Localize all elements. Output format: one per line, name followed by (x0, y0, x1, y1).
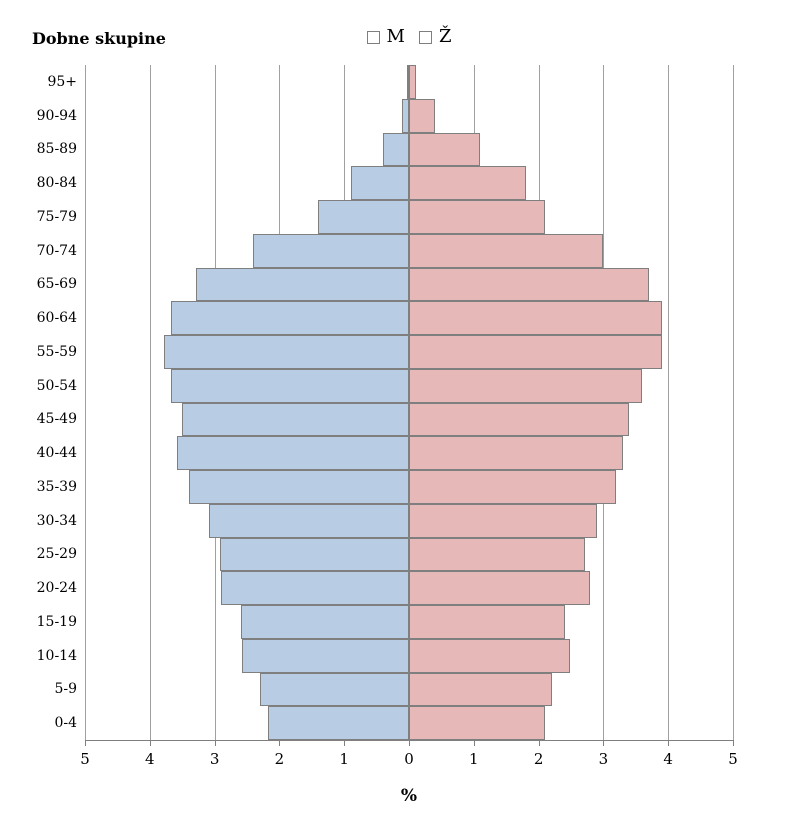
y-axis-label: 90-94 (36, 107, 77, 124)
bar-ž-50-54 (409, 368, 643, 403)
y-axis-label: 45-49 (36, 411, 77, 428)
y-axis-label: 75-79 (36, 208, 77, 225)
x-axis-tick (214, 740, 216, 746)
legend-label-female: Ž (438, 26, 452, 47)
bar-ž-90-94 (409, 98, 435, 133)
bar-ž-5-9 (409, 672, 553, 707)
gridline (149, 65, 151, 740)
bar-m-0-4 (267, 706, 409, 740)
x-axis-tick-label: 5 (80, 750, 90, 768)
bar-m-85-89 (383, 132, 409, 167)
x-axis-tick (603, 740, 605, 746)
x-axis-tick-label: 4 (663, 750, 673, 768)
bar-ž-60-64 (409, 301, 662, 335)
y-axis-label: 80-84 (36, 175, 77, 192)
legend-label-male: M (386, 26, 405, 47)
bar-m-95+ (407, 65, 410, 99)
x-axis-tick (409, 740, 410, 746)
bar-ž-25-29 (409, 537, 585, 572)
gridline (733, 65, 734, 740)
bar-ž-0-4 (409, 706, 546, 740)
legend-item-female: Ž (418, 26, 452, 47)
y-axis-label: 30-34 (36, 512, 77, 529)
bar-m-20-24 (221, 571, 409, 605)
y-axis-label: 70-74 (36, 242, 77, 259)
bar-ž-65-69 (409, 267, 649, 302)
x-axis-tick-label: 3 (598, 750, 609, 768)
x-axis-tick-label: 3 (209, 750, 220, 768)
bar-m-75-79 (318, 200, 409, 234)
bar-ž-20-24 (409, 571, 591, 605)
y-axis-label: 5-9 (54, 681, 77, 698)
x-axis-title: % (400, 786, 418, 806)
x-axis-tick (85, 740, 86, 746)
bar-m-30-34 (209, 503, 409, 538)
bar-ž-95+ (409, 65, 417, 99)
bar-m-40-44 (177, 436, 409, 470)
bar-m-65-69 (196, 267, 409, 302)
y-axis-label: 50-54 (36, 377, 77, 394)
bar-ž-10-14 (409, 638, 571, 673)
legend-swatch-female-icon (418, 30, 432, 44)
x-axis-tick (668, 740, 670, 746)
bar-m-50-54 (170, 368, 409, 403)
bar-ž-55-59 (409, 335, 662, 369)
bar-m-55-59 (164, 335, 409, 369)
legend-swatch-male-icon (366, 30, 380, 44)
x-axis-tick-label: 1 (339, 750, 349, 768)
x-axis-tick (149, 740, 151, 746)
bar-m-90-94 (401, 98, 409, 133)
x-axis-tick-label: 2 (533, 750, 544, 768)
bar-ž-45-49 (409, 402, 630, 437)
x-axis-tick (279, 740, 281, 746)
x-axis-tick (473, 740, 475, 746)
bar-m-5-9 (259, 672, 409, 707)
bar-ž-30-34 (409, 503, 597, 538)
bar-ž-70-74 (409, 233, 604, 268)
x-axis-tick (538, 740, 540, 746)
bar-m-80-84 (350, 166, 409, 200)
bar-ž-40-44 (409, 436, 623, 470)
gridline (668, 65, 670, 740)
y-axis-label: 20-24 (36, 580, 77, 597)
bar-m-70-74 (253, 233, 409, 268)
y-axis-label: 40-44 (36, 445, 77, 462)
x-axis-tick-label: 2 (274, 750, 285, 768)
y-axis-label: 25-29 (36, 546, 77, 563)
x-axis-tick-label: 5 (728, 750, 738, 768)
bar-m-45-49 (182, 402, 409, 437)
y-axis-label: 35-39 (36, 478, 77, 495)
x-axis-tick (733, 740, 734, 746)
y-axis-label: 95+ (47, 73, 77, 90)
bar-ž-15-19 (409, 605, 566, 639)
bar-m-25-29 (219, 537, 409, 572)
bar-ž-35-39 (409, 470, 617, 504)
bar-ž-85-89 (409, 132, 481, 167)
y-axis-label: 10-14 (36, 647, 77, 664)
y-axis-label: 60-64 (36, 310, 77, 327)
x-axis-tick-label: 1 (469, 750, 479, 768)
gridline (85, 65, 86, 740)
legend: M Ž (85, 28, 733, 46)
x-axis-tick (344, 740, 346, 746)
legend-item-male: M (366, 26, 405, 47)
y-axis-label: 85-89 (36, 141, 77, 158)
y-axis-label: 65-69 (36, 276, 77, 293)
y-axis-label: 0-4 (54, 715, 77, 732)
bar-m-60-64 (170, 301, 409, 335)
x-axis-tick-label: 4 (145, 750, 155, 768)
x-axis-tick-label: 0 (404, 750, 414, 768)
bar-ž-80-84 (409, 166, 526, 200)
bar-m-10-14 (242, 638, 409, 673)
y-axis-label: 15-19 (36, 613, 77, 630)
bar-m-15-19 (240, 605, 409, 639)
bar-ž-75-79 (409, 200, 546, 234)
chart-title: Dobne skupine (32, 29, 166, 48)
bar-m-35-39 (188, 470, 409, 504)
y-axis-label: 55-59 (36, 343, 77, 360)
